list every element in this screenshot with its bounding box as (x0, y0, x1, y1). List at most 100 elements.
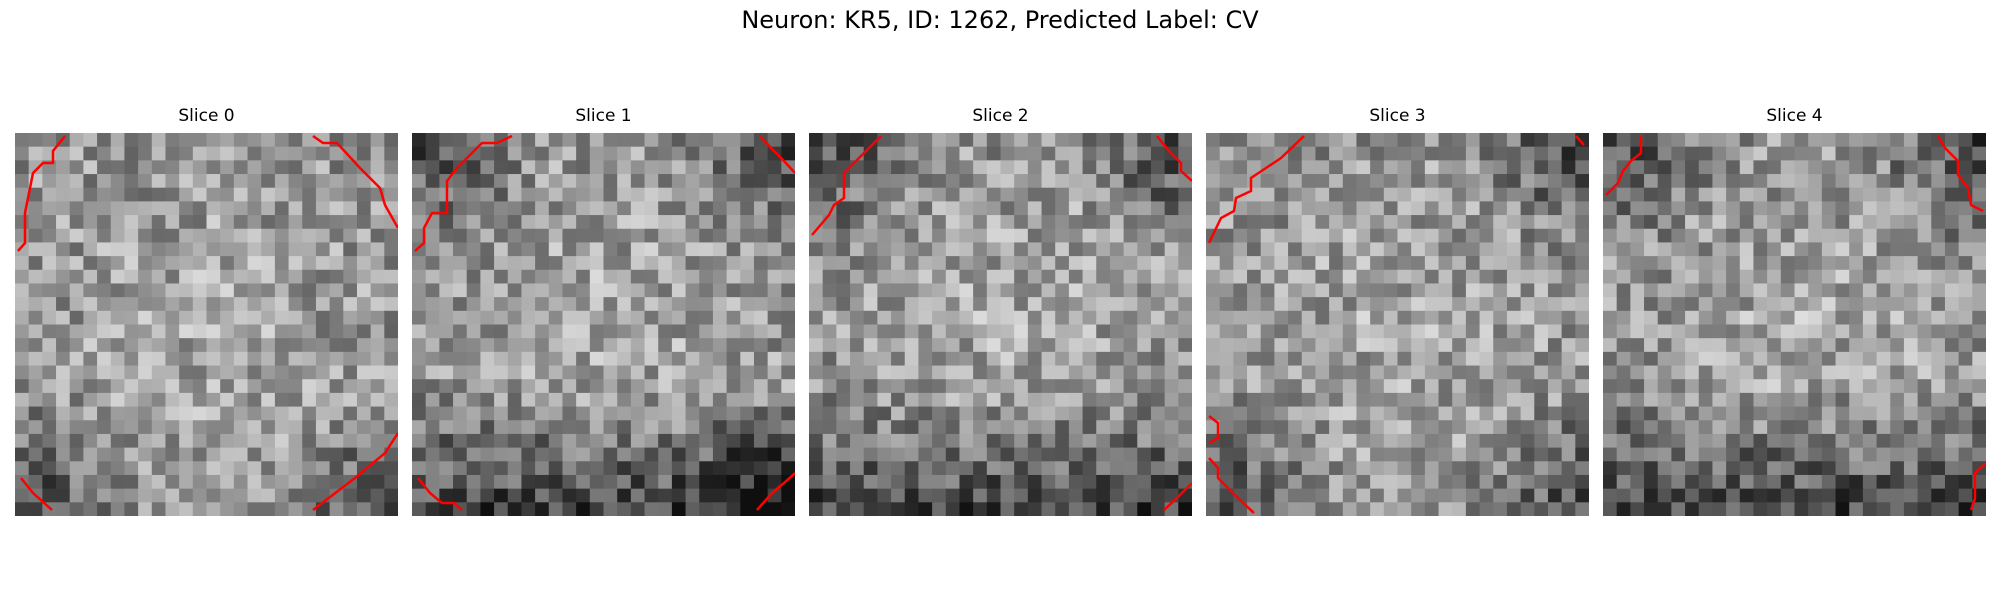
pixel-cell (370, 474, 385, 490)
pixel-cell (1329, 283, 1344, 298)
pixel-cell (986, 474, 1002, 490)
pixel-cell (1096, 392, 1111, 408)
pixel-cell (630, 297, 646, 312)
pixel-cell (1753, 488, 1768, 503)
pixel-cell (1438, 283, 1453, 298)
pixel-cell (343, 392, 358, 408)
pixel-cell (1096, 447, 1111, 462)
pixel-cell (1685, 447, 1700, 462)
pixel-cell (412, 283, 427, 298)
pixel-cell (1780, 174, 1796, 189)
pixel-cell (288, 338, 303, 353)
pixel-cell (781, 133, 795, 148)
pixel-cell (945, 187, 961, 202)
pixel-cell (1821, 433, 1837, 449)
pixel-cell (1671, 379, 1686, 394)
pixel-cell (1644, 502, 1659, 516)
pixel-cell (932, 447, 947, 462)
pixel-cell (1123, 228, 1138, 244)
pixel-cell (1698, 502, 1714, 516)
pixel-cell (1397, 133, 1412, 148)
pixel-cell (384, 269, 398, 285)
pixel-cell (1712, 201, 1727, 216)
pixel-cell (589, 379, 605, 394)
pixel-cell (124, 406, 139, 421)
pixel-cell (206, 283, 221, 298)
pixel-cell (1014, 228, 1029, 244)
pixel-cell (535, 433, 550, 449)
pixel-cell (1465, 256, 1481, 271)
pixel-cell (671, 133, 687, 148)
pixel-cell (179, 174, 194, 189)
pixel-cell (69, 297, 84, 312)
pixel-cell (781, 433, 795, 449)
pixel-cell (548, 201, 564, 216)
pixel-cell (356, 502, 372, 516)
pixel-cell (480, 160, 495, 175)
pixel-cell (315, 324, 331, 339)
pixel-cell (1561, 256, 1576, 271)
pixel-cell (1274, 283, 1289, 298)
pixel-cell (1000, 338, 1015, 353)
pixel-cell (494, 146, 509, 161)
pixel-cell (1780, 187, 1796, 202)
pixel-cell (1150, 242, 1166, 257)
pixel-cell (1027, 283, 1043, 298)
pixel-cell (261, 365, 276, 380)
pixel-cell (1890, 365, 1905, 380)
pixel-cell (932, 365, 947, 380)
pixel-cell (973, 160, 988, 175)
pixel-cell (425, 406, 440, 421)
pixel-cell (740, 338, 755, 353)
pixel-cell (1383, 351, 1399, 367)
pixel-cell (1493, 420, 1508, 435)
pixel-cell (617, 488, 632, 503)
pixel-cell (1753, 379, 1768, 394)
pixel-cell (630, 283, 646, 298)
pixel-cell (1000, 201, 1015, 216)
pixel-cell (97, 474, 112, 490)
pixel-cell (1794, 201, 1809, 216)
pixel-cell (521, 420, 536, 435)
pixel-cell (206, 146, 221, 161)
pixel-cell (671, 174, 687, 189)
pixel-cell (1534, 447, 1549, 462)
pixel-cell (658, 160, 673, 175)
pixel-cell (1603, 160, 1618, 175)
pixel-cell (877, 201, 892, 216)
pixel-cell (315, 146, 331, 161)
pixel-cell (110, 283, 126, 298)
pixel-cell (589, 256, 605, 271)
pixel-cell (1753, 461, 1768, 476)
pixel-cell (1356, 310, 1371, 326)
pixel-cell (1219, 242, 1234, 257)
slice-panel-4: Slice 4 (1603, 106, 1986, 516)
pixel-cell (206, 365, 221, 380)
pixel-cell (329, 187, 344, 202)
pixel-cell (685, 365, 700, 380)
pixel-cell (740, 228, 755, 244)
pixel-cell (1260, 256, 1275, 271)
pixel-cell (1506, 488, 1522, 503)
pixel-cell (1014, 474, 1029, 490)
contour-line (1208, 415, 1220, 445)
pixel-cell (1178, 351, 1192, 367)
pixel-cell (1506, 461, 1522, 476)
pixel-cell (548, 133, 564, 148)
pixel-cell (767, 256, 782, 271)
pixel-cell (165, 461, 180, 476)
pixel-cell (1958, 310, 1973, 326)
pixel-cell (1000, 187, 1015, 202)
pixel-cell (1247, 488, 1262, 503)
pixel-cell (1739, 187, 1755, 202)
pixel-cell (302, 269, 317, 285)
pixel-cell (494, 269, 509, 285)
pixel-cell (1712, 174, 1727, 189)
pixel-cell (1150, 502, 1166, 516)
pixel-cell (1438, 228, 1453, 244)
pixel-cell (973, 406, 988, 421)
pixel-cell (1041, 406, 1056, 421)
pixel-cell (412, 228, 427, 244)
pixel-cell (56, 242, 71, 257)
pixel-cell (1438, 420, 1453, 435)
